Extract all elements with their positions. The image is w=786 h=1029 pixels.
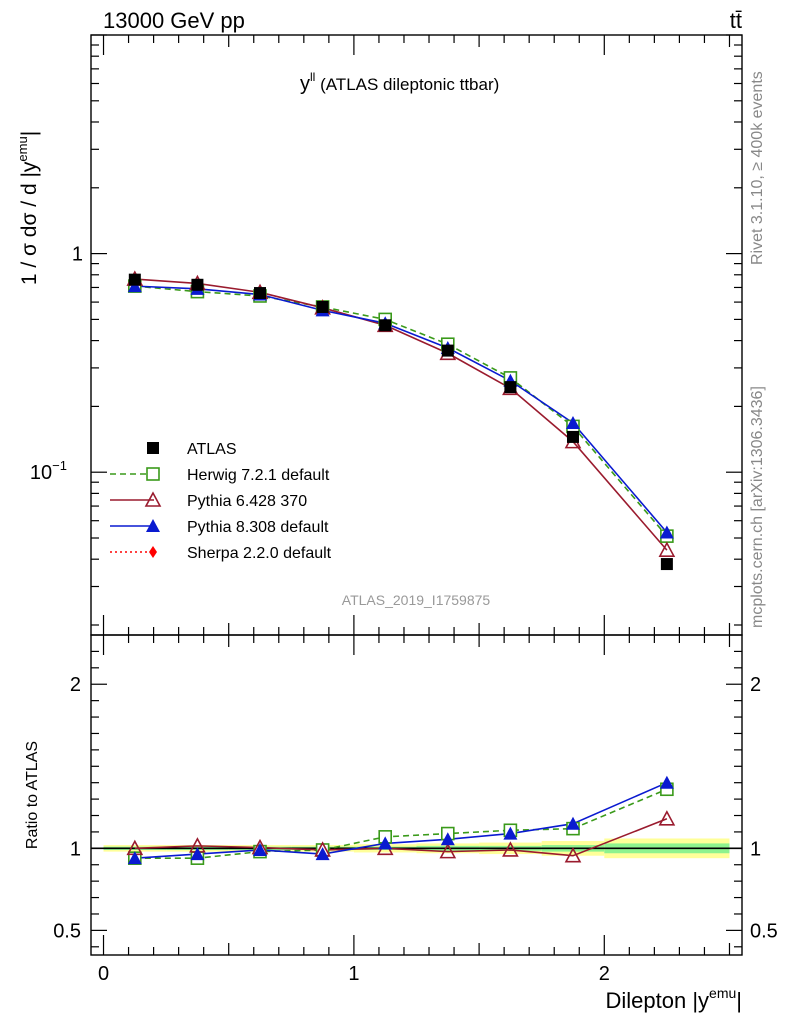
ratio-pythia6-point xyxy=(564,847,582,863)
ratio-pythia8-point xyxy=(503,826,518,840)
plot-title-rest: (ATLAS dileptonic ttbar) xyxy=(315,75,499,94)
ratio-y-tick-label: 1 xyxy=(70,838,81,860)
ratio-y-tick-label-right: 0.5 xyxy=(750,920,778,942)
main-y-axis-label-main: 1 / σ dσ / d |y xyxy=(18,161,41,285)
ratio-y-tick-label: 2 xyxy=(70,674,81,696)
plot-title-main: y xyxy=(300,73,310,95)
main-atlas-point xyxy=(504,381,517,394)
x-axis-label-sup: emu xyxy=(709,985,736,1001)
main-y-tick-label-base: 10 xyxy=(30,462,52,484)
legend-label-pythia8: Pythia 8.308 default xyxy=(187,519,329,536)
x-axis-label: Dilepton |yemu| xyxy=(606,985,743,1013)
main-pythia8-point xyxy=(659,525,674,539)
main-atlas-point xyxy=(254,287,267,300)
main-pythia6-point xyxy=(658,541,676,557)
ratio-pythia8-point xyxy=(440,832,455,846)
rivet-label: Rivet 3.1.10, ≥ 400k events xyxy=(749,71,766,265)
header-right-text: tt̄ xyxy=(730,8,742,33)
legend-label-pythia6: Pythia 6.428 370 xyxy=(187,493,307,510)
x-tick-label: 1 xyxy=(348,963,359,985)
legend-marker-sherpa xyxy=(149,546,157,558)
main-pythia8-point xyxy=(565,415,580,429)
legend-marker-atlas xyxy=(147,442,159,454)
main-y-axis-label-end: | xyxy=(18,131,41,136)
plot-title: yll (ATLAS dileptonic ttbar) xyxy=(300,70,499,95)
ratio-panel-ticks: 0.5 0.5 1 1 2 2 0 1 2 xyxy=(53,635,778,985)
analysis-watermark: ATLAS_2019_I1759875 xyxy=(342,592,491,608)
x-tick-label: 0 xyxy=(98,963,109,985)
legend-marker-pythia6 xyxy=(144,491,162,507)
main-y-tick-label: 10−1 xyxy=(30,458,67,484)
ratio-y-tick-label-right: 1 xyxy=(750,838,761,860)
main-atlas-point xyxy=(191,278,204,291)
main-atlas-point xyxy=(566,430,579,443)
main-atlas-point xyxy=(379,319,392,332)
legend-label-atlas: ATLAS xyxy=(187,441,237,458)
ratio-pythia8-point xyxy=(659,775,674,789)
x-tick-label: 2 xyxy=(599,963,610,985)
ratio-pythia6-point xyxy=(658,810,676,826)
ratio-panel-frame xyxy=(90,634,743,956)
ratio-pythia8-point xyxy=(315,847,330,861)
ratio-pythia8-point xyxy=(127,851,142,865)
ratio-pythia8-point xyxy=(253,842,268,856)
main-y-tick-label-exp: −1 xyxy=(52,458,67,473)
main-atlas-point xyxy=(128,273,141,286)
main-atlas-point xyxy=(660,558,673,571)
main-y-axis-label: 1 / σ dσ / d |yemu| xyxy=(15,131,41,285)
ratio-y-axis-label: Ratio to ATLAS xyxy=(24,741,41,849)
main-y-axis-label-sup: emu xyxy=(15,136,30,161)
plot-title-sup: ll xyxy=(310,70,315,84)
ratio-pythia6-point xyxy=(502,841,519,857)
header-left-text: 13000 GeV pp xyxy=(103,8,245,33)
main-panel-ticks: 1 10−1 xyxy=(30,34,742,635)
ratio-pythia6-point xyxy=(439,842,457,859)
main-atlas-point xyxy=(316,300,329,313)
ratio-panel-series xyxy=(126,775,676,865)
legend-label-herwig: Herwig 7.2.1 default xyxy=(187,467,330,484)
legend-marker-herwig xyxy=(146,467,160,481)
ratio-y-tick-label: 0.5 xyxy=(53,920,81,942)
legend: ATLAS Herwig 7.2.1 default Pythia 6.428 37… xyxy=(110,441,332,562)
ratio-pythia8-point xyxy=(190,847,205,861)
x-axis-label-main: Dilepton |y xyxy=(606,988,710,1013)
ratio-pythia8-point xyxy=(565,816,580,830)
legend-marker-pythia8 xyxy=(146,519,160,532)
main-y-tick-label: 1 xyxy=(72,244,83,266)
mcplots-label: mcplots.cern.ch [arXiv:1306.3436] xyxy=(749,386,766,628)
x-axis-label-end: | xyxy=(736,988,742,1013)
main-atlas-point xyxy=(441,344,454,357)
legend-label-sherpa: Sherpa 2.2.0 default xyxy=(187,545,332,562)
ratio-pythia8-point xyxy=(378,836,393,850)
main-panel-series xyxy=(126,270,676,571)
ratio-y-tick-label-right: 2 xyxy=(750,674,761,696)
